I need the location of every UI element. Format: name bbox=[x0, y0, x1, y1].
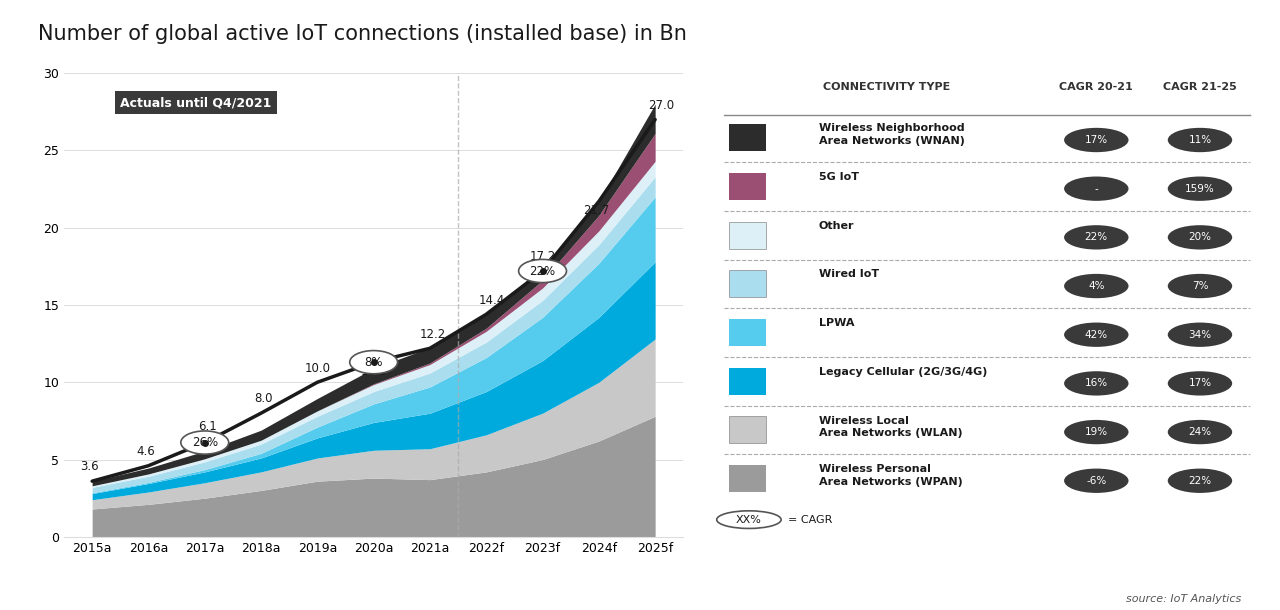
FancyBboxPatch shape bbox=[730, 222, 765, 248]
FancyBboxPatch shape bbox=[730, 270, 765, 297]
Text: source: IoT Analytics: source: IoT Analytics bbox=[1126, 594, 1242, 604]
Text: 8%: 8% bbox=[365, 356, 383, 368]
Ellipse shape bbox=[1064, 323, 1129, 347]
Text: LPWA: LPWA bbox=[819, 318, 855, 328]
Text: Actuals until Q4/2021: Actuals until Q4/2021 bbox=[120, 96, 271, 109]
Text: 22%: 22% bbox=[530, 265, 556, 278]
Text: 5G IoT: 5G IoT bbox=[819, 172, 859, 182]
Text: CONNECTIVITY TYPE: CONNECTIVITY TYPE bbox=[823, 82, 950, 93]
Text: -: - bbox=[1094, 184, 1098, 194]
Text: 19%: 19% bbox=[1084, 427, 1108, 437]
Ellipse shape bbox=[1064, 176, 1129, 201]
Ellipse shape bbox=[1064, 225, 1129, 249]
Ellipse shape bbox=[1167, 176, 1233, 201]
Text: 17.2: 17.2 bbox=[530, 250, 556, 264]
Text: Wired IoT: Wired IoT bbox=[819, 270, 879, 279]
Text: 22%: 22% bbox=[1084, 232, 1108, 242]
FancyBboxPatch shape bbox=[730, 124, 765, 151]
Ellipse shape bbox=[1167, 274, 1233, 298]
Text: CAGR 20-21: CAGR 20-21 bbox=[1060, 82, 1133, 93]
Text: 4.6: 4.6 bbox=[136, 445, 155, 458]
Text: XX%: XX% bbox=[736, 515, 762, 525]
Ellipse shape bbox=[1167, 128, 1233, 152]
Ellipse shape bbox=[1064, 274, 1129, 298]
Text: 26%: 26% bbox=[192, 436, 218, 449]
Text: 22%: 22% bbox=[1188, 476, 1212, 486]
Text: 3.6: 3.6 bbox=[81, 461, 99, 473]
Text: 20%: 20% bbox=[1188, 232, 1211, 242]
Text: 8.0: 8.0 bbox=[255, 392, 273, 406]
Ellipse shape bbox=[1167, 468, 1233, 493]
Text: 17%: 17% bbox=[1188, 378, 1212, 389]
Ellipse shape bbox=[1167, 371, 1233, 395]
Text: 7%: 7% bbox=[1192, 281, 1208, 291]
Text: 21.7: 21.7 bbox=[582, 204, 609, 217]
FancyBboxPatch shape bbox=[730, 368, 765, 395]
Text: 4%: 4% bbox=[1088, 281, 1105, 291]
Text: 42%: 42% bbox=[1084, 330, 1108, 340]
Text: 159%: 159% bbox=[1185, 184, 1215, 194]
FancyBboxPatch shape bbox=[730, 173, 765, 200]
Ellipse shape bbox=[349, 351, 398, 374]
Text: 24%: 24% bbox=[1188, 427, 1212, 437]
Text: 12.2: 12.2 bbox=[420, 328, 445, 340]
Ellipse shape bbox=[1167, 420, 1233, 444]
Ellipse shape bbox=[1064, 468, 1129, 493]
FancyBboxPatch shape bbox=[730, 465, 765, 492]
Text: = CAGR: = CAGR bbox=[788, 515, 832, 525]
Text: 10.0: 10.0 bbox=[305, 362, 330, 375]
Text: Legacy Cellular (2G/3G/4G): Legacy Cellular (2G/3G/4G) bbox=[819, 367, 987, 377]
Text: Other: Other bbox=[819, 221, 855, 231]
Ellipse shape bbox=[1064, 128, 1129, 152]
FancyBboxPatch shape bbox=[730, 417, 765, 443]
Text: 11.3: 11.3 bbox=[361, 365, 387, 378]
Text: CAGR 21-25: CAGR 21-25 bbox=[1164, 82, 1236, 93]
Text: Wireless Neighborhood
Area Networks (WNAN): Wireless Neighborhood Area Networks (WNA… bbox=[819, 123, 965, 146]
Text: 6.1: 6.1 bbox=[198, 420, 216, 433]
Text: 14.4: 14.4 bbox=[479, 293, 506, 307]
Text: 17%: 17% bbox=[1084, 135, 1108, 145]
Text: Wireless Local
Area Networks (WLAN): Wireless Local Area Networks (WLAN) bbox=[819, 415, 963, 439]
FancyBboxPatch shape bbox=[730, 319, 765, 346]
Text: Number of global active IoT connections (installed base) in Bn: Number of global active IoT connections … bbox=[38, 24, 687, 45]
Text: 16%: 16% bbox=[1084, 378, 1108, 389]
Text: -6%: -6% bbox=[1087, 476, 1106, 486]
Ellipse shape bbox=[1167, 225, 1233, 249]
Ellipse shape bbox=[180, 431, 229, 454]
Text: 27.0: 27.0 bbox=[648, 99, 673, 112]
Ellipse shape bbox=[1167, 323, 1233, 347]
Text: 34%: 34% bbox=[1188, 330, 1212, 340]
Ellipse shape bbox=[1064, 420, 1129, 444]
Ellipse shape bbox=[518, 259, 567, 282]
Ellipse shape bbox=[1064, 371, 1129, 395]
Text: Wireless Personal
Area Networks (WPAN): Wireless Personal Area Networks (WPAN) bbox=[819, 464, 963, 487]
Ellipse shape bbox=[717, 511, 781, 528]
Text: 11%: 11% bbox=[1188, 135, 1212, 145]
